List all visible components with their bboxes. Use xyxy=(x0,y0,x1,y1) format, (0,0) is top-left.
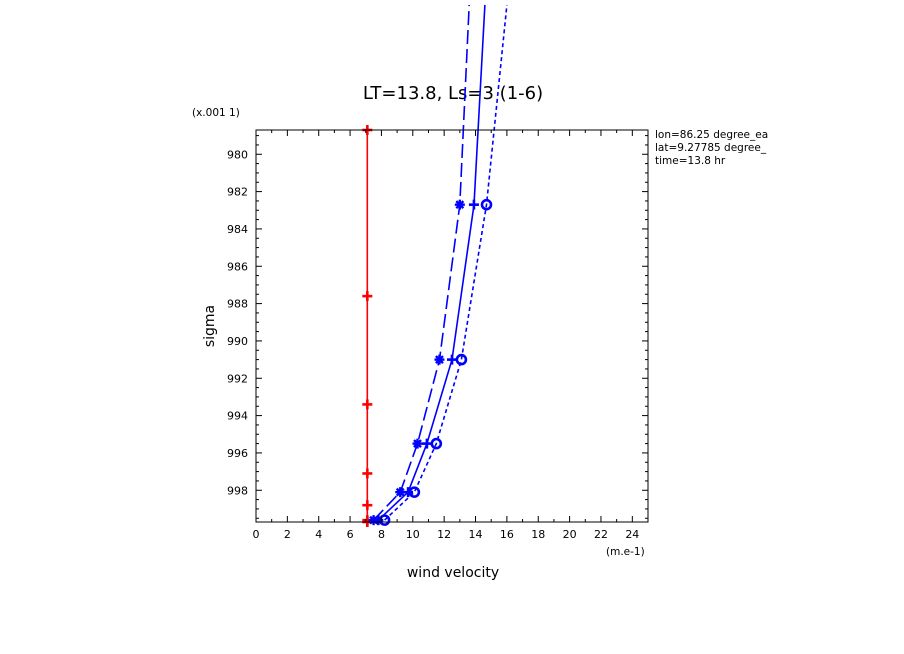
data-point xyxy=(434,354,445,365)
y-tick-label: 988 xyxy=(227,298,248,311)
data-point xyxy=(454,199,465,210)
series-line-1 xyxy=(373,4,470,521)
info-lat: lat=9.27785 degree_ xyxy=(655,142,767,154)
data-point xyxy=(362,399,373,410)
x-axis-label: wind velocity xyxy=(407,565,499,581)
series-line-3 xyxy=(384,4,508,521)
data-point xyxy=(378,514,391,526)
data-point xyxy=(362,291,373,302)
data-point xyxy=(455,353,468,366)
y-tick-label: 996 xyxy=(227,447,248,460)
x-tick-label: 8 xyxy=(378,528,385,541)
info-block: lon=86.25 degree_ea lat=9.27785 degree_ … xyxy=(655,129,768,167)
x-tick-label: 22 xyxy=(594,528,608,541)
x-tick-label: 12 xyxy=(437,528,451,541)
data-point xyxy=(480,198,493,211)
x-tick-label: 24 xyxy=(625,528,639,541)
data-point xyxy=(412,438,423,449)
y-axis-label: sigma xyxy=(202,305,218,347)
data-point xyxy=(421,438,432,449)
x-tick-label: 18 xyxy=(531,528,545,541)
y-tick-label: 994 xyxy=(227,410,248,423)
info-time: time=13.8 hr xyxy=(655,155,726,167)
x-tick-label: 6 xyxy=(347,528,354,541)
data-point xyxy=(430,437,443,450)
y-tick-label: 982 xyxy=(227,186,248,199)
y-units-label: (x.001 1) xyxy=(192,107,240,119)
x-tick-label: 0 xyxy=(253,528,260,541)
marker-layer xyxy=(362,125,493,527)
data-point xyxy=(447,354,457,365)
chart-title: LT=13.8, Ls=3 (1-6) xyxy=(363,83,543,104)
y-tick-label: 992 xyxy=(227,372,248,385)
x-tick-label: 10 xyxy=(406,528,420,541)
y-tick-label: 986 xyxy=(227,260,248,273)
info-lon: lon=86.25 degree_ea xyxy=(655,129,768,141)
x-tick-label: 4 xyxy=(315,528,322,541)
x-tick-label: 16 xyxy=(500,528,514,541)
x-units-label: (m.e-1) xyxy=(606,546,645,558)
y-tick-label: 990 xyxy=(227,335,248,348)
y-tick-label: 980 xyxy=(227,148,248,161)
y-tick-label: 998 xyxy=(227,484,248,497)
plot-frame xyxy=(255,129,649,523)
data-point xyxy=(403,487,414,498)
data-point xyxy=(362,468,373,479)
x-tick-label: 14 xyxy=(469,528,483,541)
series-line-2 xyxy=(377,4,486,521)
x-tick-label: 20 xyxy=(563,528,577,541)
data-point xyxy=(408,486,421,498)
data-point xyxy=(362,500,373,511)
data-point xyxy=(468,199,479,210)
axes-layer: 0 2 4 6 8 10 12 14 16 18 20 22 249809829849869889909… xyxy=(227,130,649,541)
y-tick-label: 984 xyxy=(227,223,248,236)
data-point xyxy=(395,487,406,498)
x-tick-label: 2 xyxy=(284,528,291,541)
